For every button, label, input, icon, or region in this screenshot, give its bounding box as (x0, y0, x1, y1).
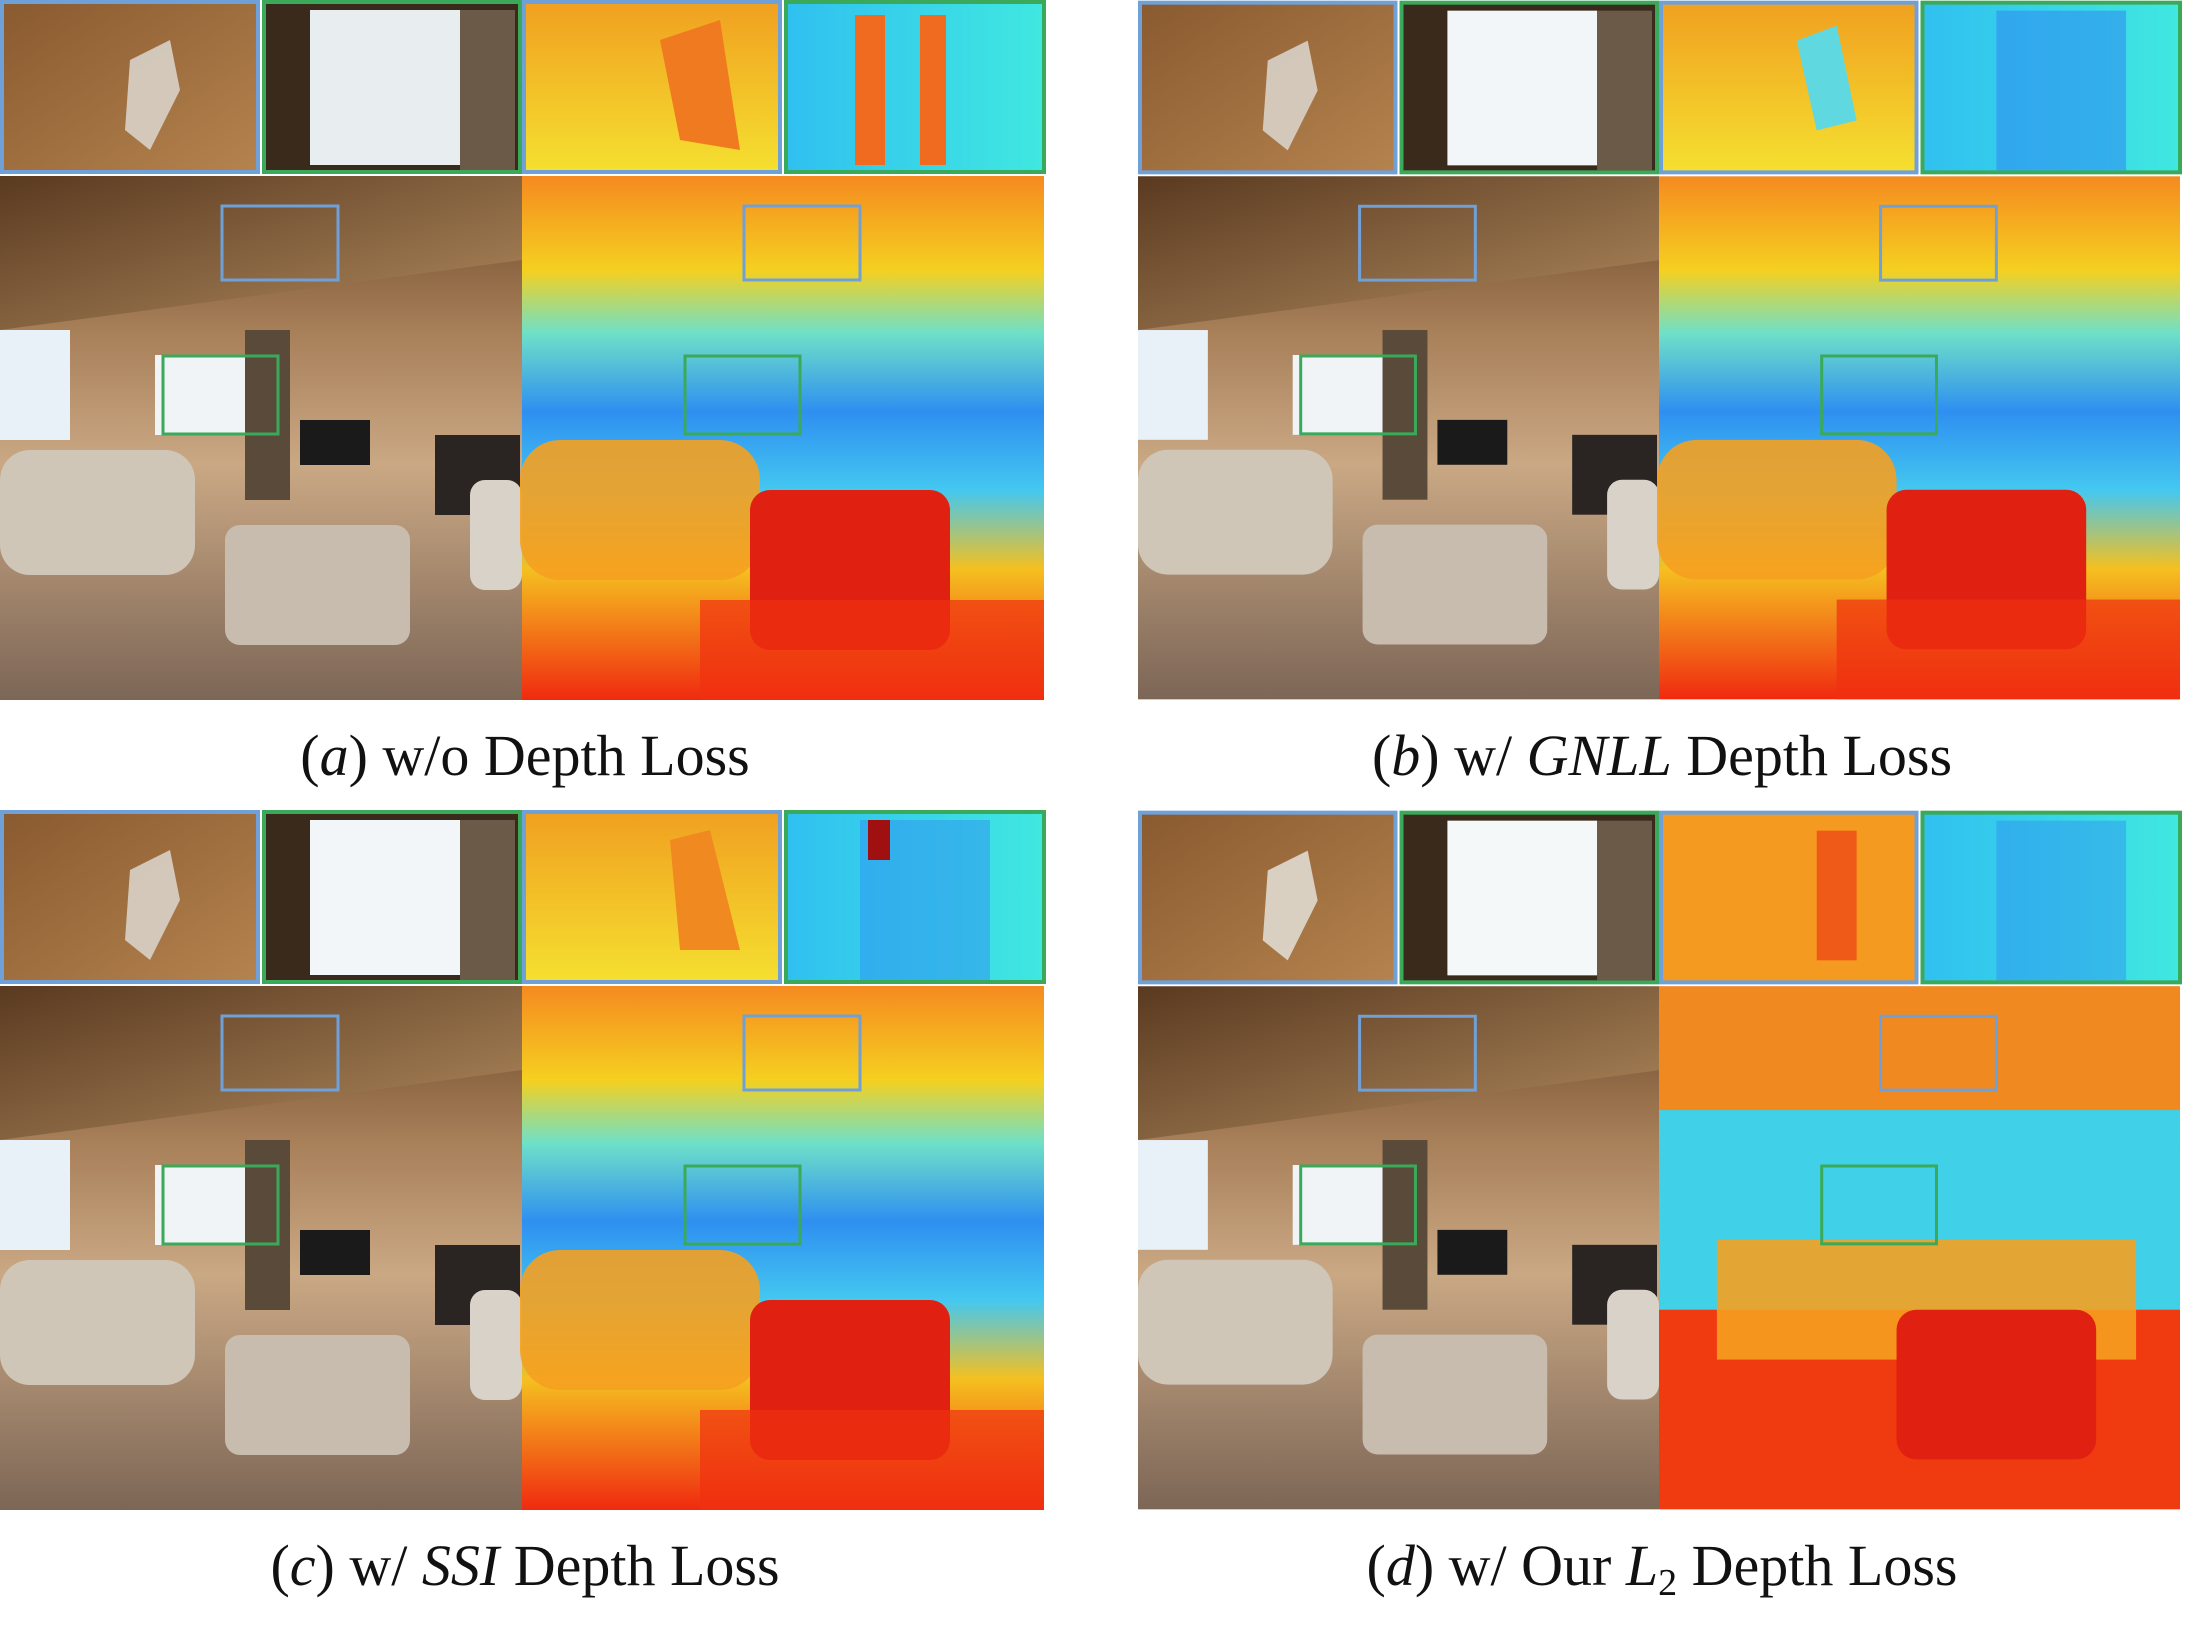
rgb-green-box (1299, 1164, 1417, 1246)
caption-method: SSI (421, 1533, 500, 1598)
panel-c: (c) w/ SSI Depth Loss (0, 810, 1050, 1636)
caption-text-post: Depth Loss (1671, 723, 1953, 788)
rgb-green-box (161, 354, 280, 436)
caption-b: (b) w/ GNLL Depth Loss (1371, 723, 1953, 788)
inset-fan-depth (1659, 0, 1919, 175)
rgb-green-box (1299, 354, 1417, 436)
inset-fan-depth (522, 0, 782, 174)
panel-image (0, 810, 1046, 1510)
inset-fan-depth (522, 810, 782, 984)
caption-c: (c) w/ SSI Depth Loss (270, 1533, 780, 1598)
caption-letter: c (289, 1533, 316, 1598)
rgb-blue-box (220, 204, 340, 282)
rgb-blue-box (1358, 204, 1477, 282)
caption-text-post: Depth Loss (499, 1533, 780, 1598)
caption-text-pre: w/ Our (1434, 1533, 1626, 1598)
depth-blue-box (1879, 1014, 1998, 1092)
depth-green-box (1820, 1164, 1938, 1246)
rgb-blue-box (1358, 1014, 1477, 1092)
caption-math: L (1625, 1533, 1659, 1598)
panel-image (0, 0, 1046, 700)
panel-a: (a) w/o Depth Loss (0, 0, 1050, 790)
depth-green-box (1820, 354, 1938, 436)
caption-text-pre: w/ (1439, 723, 1527, 788)
panel-image (1138, 810, 2183, 1510)
inset-window-depth (784, 0, 1046, 174)
caption-d: (d) w/ Our L2 Depth Loss (1366, 1533, 1958, 1604)
panel-image (1138, 0, 2183, 700)
rgb-blue-box (220, 1014, 340, 1092)
panel-b: (b) w/ GNLL Depth Loss (1138, 0, 2186, 790)
caption-a: (a) w/o Depth Loss (300, 723, 750, 788)
caption-letter: b (1391, 723, 1421, 788)
inset-window-depth (1920, 810, 2183, 985)
caption-letter: a (319, 723, 349, 788)
caption-text: w/o Depth Loss (367, 723, 750, 788)
caption-math-sub: 2 (1658, 1562, 1678, 1604)
depth-green-box (683, 354, 802, 436)
caption-method: GNLL (1526, 723, 1672, 788)
depth-blue-box (742, 204, 862, 282)
caption-text-post: Depth Loss (1677, 1533, 1958, 1598)
depth-blue-box (742, 1014, 862, 1092)
inset-fan-depth (1659, 810, 1919, 985)
rgb-green-box (161, 1164, 280, 1246)
panel-d: (d) w/ Our L2 Depth Loss (1138, 810, 2186, 1636)
caption-letter: d (1385, 1533, 1415, 1598)
depth-green-box (683, 1164, 802, 1246)
caption-text-pre: w/ (334, 1533, 422, 1598)
depth-blue-box (1879, 204, 1998, 282)
